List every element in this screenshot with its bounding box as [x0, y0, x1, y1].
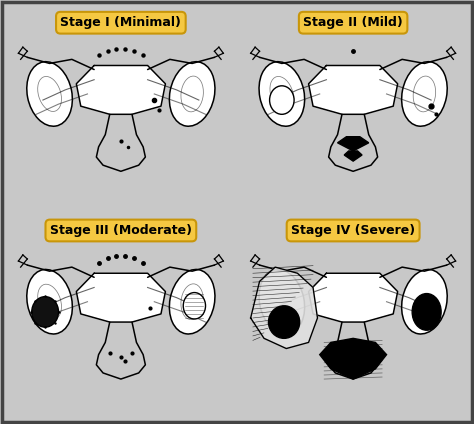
Text: Stage I (Minimal): Stage I (Minimal) — [60, 16, 182, 29]
Ellipse shape — [169, 270, 215, 334]
Text: Stage III (Moderate): Stage III (Moderate) — [50, 224, 192, 237]
Ellipse shape — [412, 293, 441, 330]
Ellipse shape — [401, 270, 447, 334]
Ellipse shape — [401, 62, 447, 126]
Polygon shape — [76, 65, 165, 114]
Ellipse shape — [183, 293, 206, 319]
Polygon shape — [309, 273, 398, 322]
Text: Stage II (Mild): Stage II (Mild) — [303, 16, 403, 29]
Ellipse shape — [268, 306, 300, 338]
Polygon shape — [337, 137, 369, 151]
Polygon shape — [344, 151, 362, 161]
Ellipse shape — [32, 297, 58, 327]
Polygon shape — [76, 273, 165, 322]
Polygon shape — [251, 267, 318, 349]
Ellipse shape — [169, 62, 215, 126]
Ellipse shape — [270, 86, 294, 114]
Text: Stage IV (Severe): Stage IV (Severe) — [291, 224, 415, 237]
Ellipse shape — [27, 270, 73, 334]
Ellipse shape — [259, 62, 305, 126]
Polygon shape — [319, 338, 387, 379]
Ellipse shape — [27, 62, 73, 126]
Ellipse shape — [259, 270, 305, 334]
Polygon shape — [309, 65, 398, 114]
